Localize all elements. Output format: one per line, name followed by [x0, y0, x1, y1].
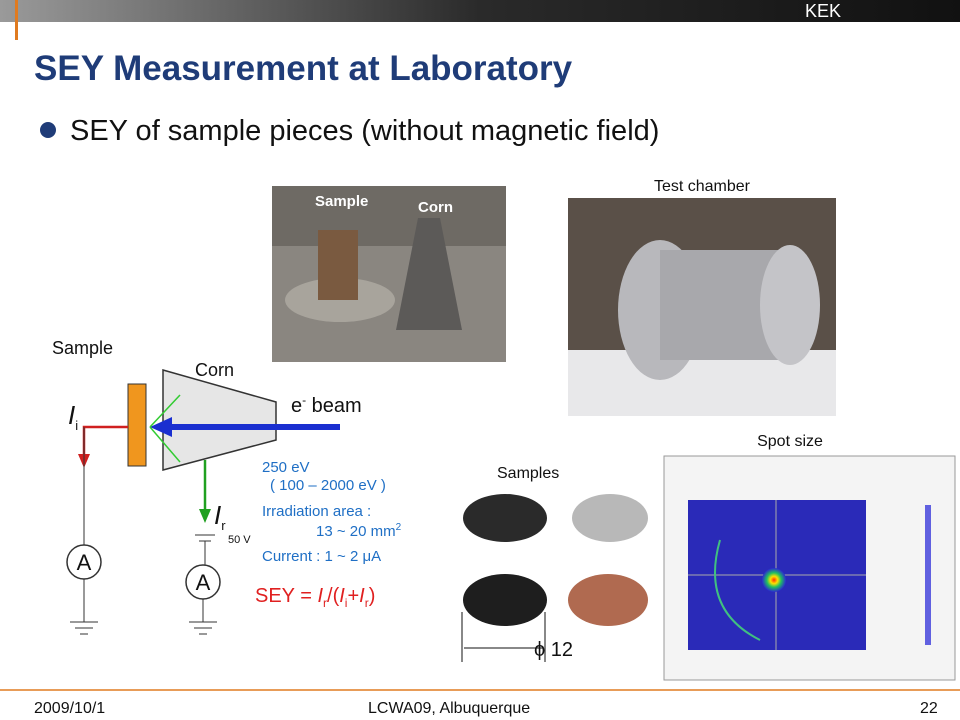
shape — [318, 230, 358, 300]
shape — [127, 383, 147, 467]
setup-photo: Sample Corn — [272, 186, 506, 362]
spot-plot — [663, 455, 956, 681]
text-part: beam — [306, 395, 362, 417]
caption: Spot size — [757, 433, 823, 450]
header-bar — [0, 0, 960, 22]
shape — [568, 574, 648, 626]
text-part: I — [214, 500, 221, 530]
shape — [760, 245, 820, 365]
bullet-dot — [40, 122, 56, 138]
shape — [272, 186, 506, 246]
diameter: ϕ 12 — [534, 639, 573, 661]
org: KEK — [805, 1, 841, 21]
shape — [150, 417, 172, 437]
title: SEY Measurement at Laboratory — [34, 49, 573, 88]
label: Corn — [195, 360, 234, 380]
shape — [149, 426, 181, 463]
shape — [463, 494, 547, 542]
beam: e- beam — [291, 393, 362, 417]
shape — [162, 369, 277, 471]
text-part: + — [347, 585, 359, 607]
text-part: e — [291, 395, 302, 417]
shape — [396, 218, 462, 330]
current-r: Ir — [214, 500, 226, 533]
shape — [199, 509, 211, 523]
photo-label: Corn — [418, 199, 453, 216]
shape — [82, 425, 128, 460]
shape — [149, 394, 181, 428]
accent — [15, 0, 18, 40]
condition: 13 ~ 20 mm2 — [316, 522, 402, 540]
footer-date: 2009/10/1 — [34, 700, 105, 717]
photo-label: Sample — [315, 193, 368, 210]
shape — [762, 568, 786, 592]
bias: 50 V — [228, 534, 251, 546]
ammeter: A — [77, 550, 92, 575]
condition: Irradiation area : — [262, 503, 371, 520]
footer-page: 22 — [920, 700, 938, 717]
text-part: i — [75, 418, 78, 433]
caption: Test chamber — [654, 178, 751, 195]
text-part: /( — [327, 585, 340, 607]
text-part: 13 ~ 20 mm — [316, 523, 396, 540]
condition: 250 eV — [262, 459, 310, 476]
condition: Current : 1 ~ 2 μA — [262, 548, 381, 565]
text-part: 2 — [396, 522, 402, 533]
shape — [925, 505, 931, 645]
shape — [463, 574, 547, 626]
text-part: I — [359, 585, 365, 607]
shape — [714, 539, 761, 641]
text-part: SEY = — [255, 585, 317, 607]
footer-event: LCWA09, Albuquerque — [368, 700, 530, 717]
text-part: I — [317, 585, 323, 607]
text-part: - — [302, 393, 306, 407]
text-part: i — [345, 596, 348, 610]
text-part: I — [339, 585, 345, 607]
shape — [572, 494, 648, 542]
condition: ( 100 – 2000 eV ) — [270, 477, 386, 494]
text-part: ) — [369, 585, 376, 607]
text-part: I — [68, 400, 75, 430]
text-part: r — [365, 596, 369, 610]
chamber-photo — [568, 198, 836, 416]
ammeter: A — [196, 570, 211, 595]
current-i: Ii — [68, 400, 78, 433]
label: Sample — [52, 338, 113, 358]
caption: Samples — [497, 465, 559, 482]
diagram: Sample Corn A A Ii Ir 50 V e- beam — [52, 338, 362, 635]
text-part: r — [323, 596, 327, 610]
formula: SEY = Ir/(Ii+Ir) — [255, 585, 375, 610]
bullet: SEY of sample pieces (without magnetic f… — [70, 115, 659, 147]
text-part: r — [221, 518, 226, 533]
samples-photo: ϕ 12 — [455, 484, 648, 662]
